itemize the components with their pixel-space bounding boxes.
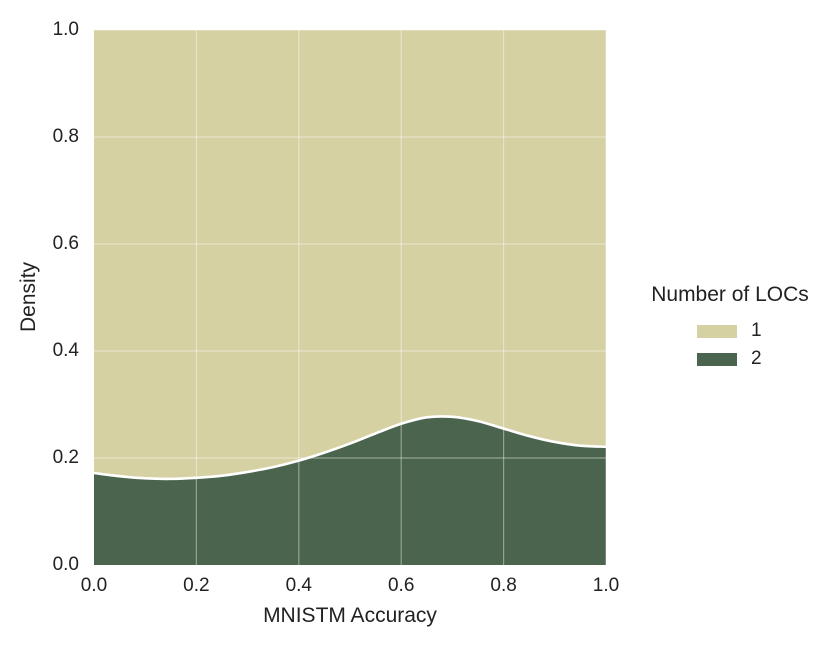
- legend-label: 2: [751, 348, 762, 369]
- x-tick-label: 0.8: [490, 575, 517, 596]
- legend-entry: 2: [640, 345, 820, 373]
- x-axis-title: MNISTM Accuracy: [263, 604, 437, 627]
- plot-area: [94, 30, 606, 565]
- x-tick-label: 0.0: [80, 575, 108, 596]
- legend-label: 1: [751, 320, 762, 341]
- density-boundary-line: [94, 415, 606, 481]
- y-tick-label: 0.8: [52, 126, 79, 147]
- y-tick-label: 0.6: [52, 233, 79, 254]
- legend-swatch: [697, 352, 737, 366]
- legend-entry: 1: [640, 317, 820, 345]
- x-tick-label: 0.6: [387, 575, 415, 596]
- y-tick-label: 0.0: [52, 554, 79, 575]
- series-2-area: [94, 416, 606, 565]
- x-tick-label: 0.4: [285, 575, 312, 596]
- x-tick-label: 0.2: [183, 575, 210, 596]
- legend-title: Number of LOCs: [651, 283, 809, 306]
- density-chart: [94, 30, 606, 565]
- legend-swatch: [697, 324, 737, 338]
- y-tick-label: 1.0: [52, 19, 79, 40]
- y-axis-title: Density: [17, 261, 40, 332]
- y-tick-label: 0.2: [52, 447, 79, 468]
- x-tick-label: 1.0: [592, 575, 620, 596]
- y-tick-label: 0.4: [52, 340, 79, 361]
